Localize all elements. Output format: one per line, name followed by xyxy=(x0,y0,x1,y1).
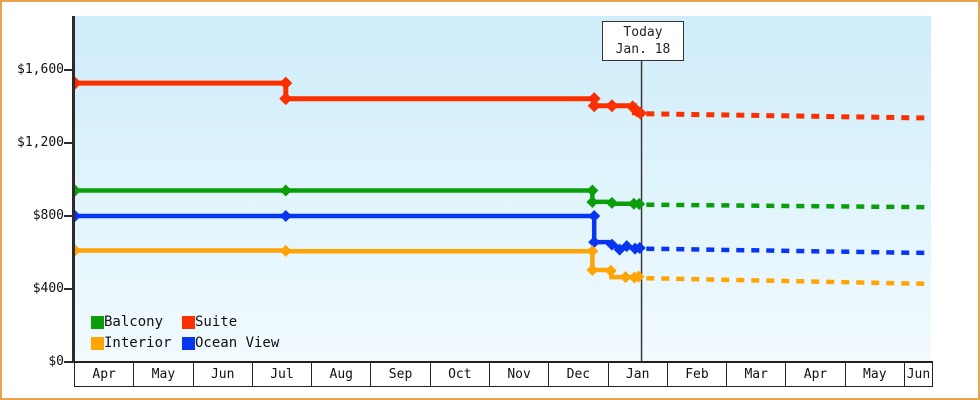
series-forecast-dashed-balcony xyxy=(646,202,929,210)
data-point-marker-ocean-view xyxy=(75,210,81,222)
month-cell-sep-5: Sep xyxy=(370,363,429,386)
data-point-marker-interior xyxy=(586,264,599,277)
data-point-marker-suite xyxy=(633,106,647,120)
month-cell-apr-12: Apr xyxy=(785,363,844,386)
month-cell-dec-8: Dec xyxy=(548,363,607,386)
month-cell-oct-6: Oct xyxy=(429,363,489,386)
data-point-marker-balcony xyxy=(605,196,618,209)
series-line-suite xyxy=(75,80,642,116)
legend: Balcony Suite Interior Ocean View xyxy=(91,314,279,351)
data-point-marker-interior xyxy=(586,245,599,258)
y-tick-mark xyxy=(64,142,72,144)
y-tick-label: $0 xyxy=(48,354,64,369)
series-line-ocean-view xyxy=(75,213,642,253)
data-point-marker-ocean-view xyxy=(588,210,601,222)
legend-swatch-icon xyxy=(91,336,104,350)
data-point-marker-suite xyxy=(279,92,293,106)
data-point-marker-ocean-view xyxy=(588,236,601,249)
data-point-marker-suite xyxy=(75,76,82,90)
month-cell-aug-4: Aug xyxy=(311,363,370,386)
y-tick-label: $400 xyxy=(32,281,64,296)
legend-item-balcony: Balcony xyxy=(91,314,182,330)
data-point-marker-ocean-view xyxy=(279,210,292,222)
month-cell-nov-7: Nov xyxy=(488,363,548,386)
y-tick-mark xyxy=(64,288,72,290)
data-point-marker-interior xyxy=(604,264,617,277)
series-line-interior xyxy=(75,248,642,280)
month-cell-jun-2: Jun xyxy=(192,363,252,386)
today-annotation-box: Today Jan. 18 xyxy=(602,21,684,61)
chart-canvas xyxy=(75,60,929,362)
series-forecast-dashed-suite xyxy=(646,111,929,121)
data-point-marker-ocean-view xyxy=(605,238,618,251)
legend-item-ocean-view: Ocean View xyxy=(182,335,279,351)
data-point-marker-balcony xyxy=(279,184,292,197)
x-axis-month-row: Apr May Jun Jul Aug Sep Oct Nov Dec Jan Feb Mar Apr M… xyxy=(74,361,933,387)
y-tick-label: $1,600 xyxy=(17,62,64,77)
y-tick-mark xyxy=(64,69,72,71)
data-point-marker-suite xyxy=(279,76,293,90)
y-tick-label: $800 xyxy=(32,208,64,223)
data-point-marker-balcony xyxy=(633,197,646,210)
series-line-balcony xyxy=(75,188,642,207)
legend-swatch-icon xyxy=(182,336,195,350)
data-point-marker-balcony xyxy=(75,184,81,197)
y-tick-mark xyxy=(64,215,72,217)
y-axis-line xyxy=(72,16,75,363)
month-cell-jan-9: Jan xyxy=(607,363,667,386)
data-point-marker-ocean-view xyxy=(633,241,646,254)
data-point-marker-interior xyxy=(75,244,81,257)
y-tick-mark xyxy=(64,361,72,363)
legend-swatch-icon xyxy=(91,315,104,329)
data-point-marker-balcony xyxy=(586,184,599,197)
data-point-marker-interior xyxy=(279,244,292,257)
data-point-marker-balcony xyxy=(586,195,599,208)
month-cell-jul-3: Jul xyxy=(251,363,311,386)
month-cell-jun-14: Jun xyxy=(903,363,932,386)
legend-item-interior: Interior xyxy=(91,335,182,351)
legend-label: Ocean View xyxy=(195,335,280,351)
today-label: Today xyxy=(623,25,663,40)
legend-label: Balcony xyxy=(104,314,164,330)
month-cell-apr-0: Apr xyxy=(92,367,116,382)
month-cell-may-1: May xyxy=(133,363,192,386)
series-forecast-dashed-ocean-view xyxy=(646,246,929,256)
month-cell-feb-10: Feb xyxy=(666,363,726,386)
data-point-marker-suite xyxy=(587,99,601,113)
month-cell-may-13: May xyxy=(844,363,904,386)
plot-area: Balcony Suite Interior Ocean View xyxy=(75,16,931,362)
series-forecast-dashed-interior xyxy=(646,275,929,287)
today-date: Jan. 18 xyxy=(615,42,671,57)
data-point-marker-interior xyxy=(619,271,632,284)
data-point-marker-interior xyxy=(632,270,645,283)
data-point-marker-suite xyxy=(605,99,619,113)
data-point-marker-suite xyxy=(587,92,601,106)
legend-label: Suite xyxy=(195,314,238,330)
month-cell-mar-11: Mar xyxy=(726,363,785,386)
y-tick-label: $1,200 xyxy=(17,135,64,150)
legend-label: Interior xyxy=(104,335,172,351)
legend-swatch-icon xyxy=(182,315,195,329)
legend-item-suite: Suite xyxy=(182,314,279,330)
